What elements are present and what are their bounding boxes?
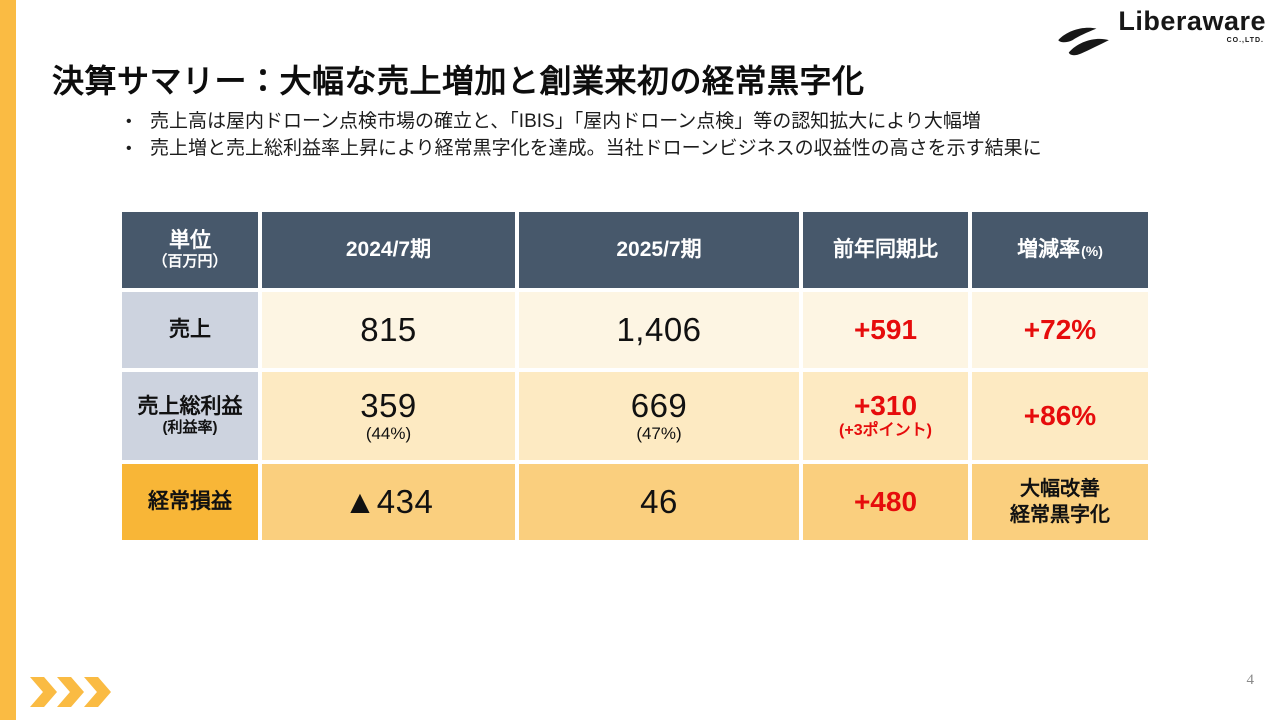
logo-suffix-text: CO.,LTD. bbox=[1226, 37, 1264, 44]
bullet-text: 売上増と売上総利益率上昇により経常黒字化を達成。当社ドローンビジネスの収益性の高… bbox=[150, 137, 1042, 159]
fy2024-header-label: 2024/7期 bbox=[345, 237, 432, 261]
swoosh-icon bbox=[1058, 27, 1110, 56]
row-label-gross-profit: 売上総利益 (利益率) bbox=[122, 372, 258, 460]
fy2025-header-label: 2025/7期 bbox=[616, 237, 702, 261]
bullet-icon: • bbox=[126, 113, 132, 130]
page-number: 4 bbox=[1246, 672, 1255, 688]
chevron-arrows-icon bbox=[30, 677, 111, 707]
sales-fy2025-cell: 1,406 bbox=[519, 292, 799, 368]
bullet-text: 売上高は屋内ドローン点検市場の確立と、「IBIS」「屋内ドローン点検」等の認知拡… bbox=[150, 111, 981, 132]
ordinary-income-fy2025-cell: 46 bbox=[519, 464, 799, 540]
gross-profit-fy2025-cell: 669 (47%) bbox=[519, 372, 799, 460]
chevron-icon bbox=[30, 677, 57, 707]
ordinary-income-yoy-cell: +480 bbox=[803, 464, 968, 540]
gross-profit-yoy-cell: +310 (+3ポイント) bbox=[803, 372, 968, 460]
logo-text: Liberaware CO.,LTD. bbox=[1118, 6, 1266, 45]
sales-fy2024-cell: 815 bbox=[262, 292, 515, 368]
header-cell-fy2024: 2024/7期 bbox=[262, 212, 515, 288]
slide-title: 決算サマリー：大幅な売上増加と創業来初の経常黒字化 bbox=[52, 63, 865, 99]
bullet-item: • 売上高は屋内ドローン点検市場の確立と、「IBIS」「屋内ドローン点検」等の認… bbox=[122, 109, 1042, 136]
ordinary-income-note-cell: 大幅改善 経常黒字化 bbox=[972, 464, 1148, 540]
gross-profit-fy2024-cell: 359 (44%) bbox=[262, 372, 515, 460]
summary-bullets: • 売上高は屋内ドローン点検市場の確立と、「IBIS」「屋内ドローン点検」等の認… bbox=[122, 109, 1042, 162]
financial-summary-table: 単位 （百万円） 2024/7期 2025/7期 前年同期比 増減率 (%) 売… bbox=[122, 212, 1148, 540]
left-accent-stripe bbox=[0, 0, 16, 720]
yoy-header-label: 前年同期比 bbox=[833, 237, 938, 261]
header-cell-rate: 増減率 (%) bbox=[972, 212, 1148, 288]
row-label-ordinary-income: 経常損益 bbox=[122, 464, 258, 540]
company-logo: Liberaware CO.,LTD. bbox=[1054, 8, 1266, 64]
gross-profit-rate-cell: +86% bbox=[972, 372, 1148, 460]
unit-label: 単位 bbox=[169, 228, 211, 252]
bullet-icon: • bbox=[126, 139, 132, 157]
sales-rate-cell: +72% bbox=[972, 292, 1148, 368]
row-label-sales: 売上 bbox=[122, 292, 258, 368]
logo-brand-text: Liberaware bbox=[1118, 6, 1266, 36]
chevron-icon bbox=[84, 677, 111, 707]
sales-yoy-cell: +591 bbox=[803, 292, 968, 368]
header-cell-unit: 単位 （百万円） bbox=[122, 212, 258, 288]
ordinary-income-fy2024-cell: ▲434 bbox=[262, 464, 515, 540]
header-cell-fy2025: 2025/7期 bbox=[519, 212, 799, 288]
bullet-item: • 売上増と売上総利益率上昇により経常黒字化を達成。当社ドローンビジネスの収益性… bbox=[122, 136, 1042, 163]
chevron-icon bbox=[57, 677, 84, 707]
header-cell-yoy: 前年同期比 bbox=[803, 212, 968, 288]
unit-sublabel: （百万円） bbox=[152, 253, 228, 271]
rate-header-label: 増減率 (%) bbox=[1017, 237, 1103, 261]
